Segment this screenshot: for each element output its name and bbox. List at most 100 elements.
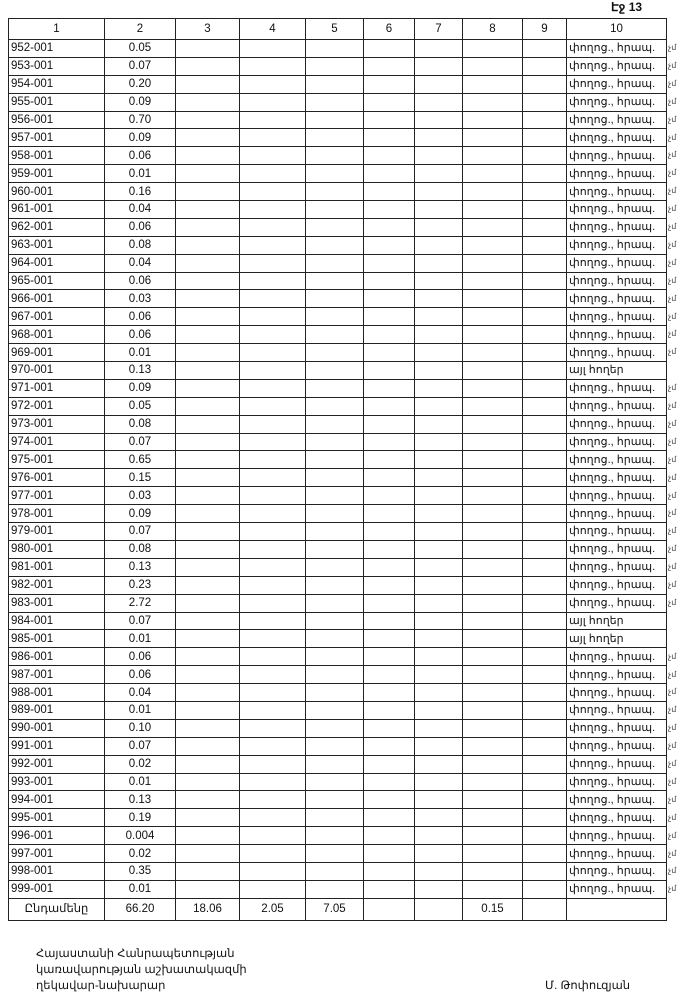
empty-cell <box>363 378 415 398</box>
empty-cell <box>462 611 523 631</box>
land-type: փողոց., հրապ. <box>566 826 667 846</box>
empty-cell <box>305 182 364 202</box>
area-value: 0.06 <box>104 665 176 685</box>
empty-cell <box>522 235 567 255</box>
empty-cell <box>175 56 240 76</box>
empty-cell <box>522 683 567 702</box>
empty-cell <box>363 790 415 810</box>
margin-mark: չմ <box>668 776 677 786</box>
empty-cell <box>175 647 240 667</box>
area-value: 0.04 <box>104 683 176 702</box>
empty-cell <box>305 772 364 792</box>
empty-cell <box>305 683 364 702</box>
area-value: 0.01 <box>104 164 176 184</box>
column-header: 8 <box>462 18 523 40</box>
empty-cell <box>522 450 567 470</box>
empty-cell <box>305 736 364 756</box>
empty-cell <box>414 74 463 94</box>
margin-mark: չմ <box>668 436 677 446</box>
empty-cell <box>522 253 567 273</box>
margin-mark: չմ <box>668 669 677 679</box>
area-value: 0.02 <box>104 844 176 863</box>
empty-cell <box>462 861 523 881</box>
parcel-code: 971-001 <box>8 378 105 398</box>
empty-cell <box>462 844 523 863</box>
empty-cell <box>305 754 364 774</box>
column-header: 6 <box>363 18 415 40</box>
area-value: 0.04 <box>104 253 176 273</box>
area-value: 0.13 <box>104 361 176 380</box>
empty-cell <box>462 718 523 738</box>
empty-cell <box>462 235 523 255</box>
parcel-code: 973-001 <box>8 414 105 434</box>
empty-cell <box>462 146 523 166</box>
empty-cell <box>414 486 463 506</box>
margin-mark: չմ <box>668 311 677 321</box>
empty-cell <box>175 235 240 255</box>
empty-cell <box>305 378 364 398</box>
empty-cell <box>462 200 523 219</box>
land-type: այլ հողեր <box>566 611 667 631</box>
total-value <box>522 897 567 921</box>
empty-cell <box>414 92 463 112</box>
empty-cell <box>414 378 463 398</box>
empty-cell <box>462 557 523 577</box>
margin-mark: չմ <box>668 293 677 303</box>
empty-cell <box>175 700 240 720</box>
empty-cell <box>175 200 240 219</box>
table-row: 952-001 0.05 փողոց., հրապ. <box>8 39 667 58</box>
empty-cell <box>175 504 240 524</box>
parcel-code: 953-001 <box>8 56 105 76</box>
empty-cell <box>175 110 240 130</box>
empty-cell <box>239 146 306 166</box>
empty-cell <box>462 289 523 309</box>
empty-cell <box>363 325 415 345</box>
land-type: փողոց., հրապ. <box>566 164 667 184</box>
empty-cell <box>363 629 415 649</box>
empty-cell <box>239 647 306 667</box>
empty-cell <box>414 396 463 416</box>
empty-cell <box>414 182 463 202</box>
empty-cell <box>414 700 463 720</box>
empty-cell <box>175 361 240 380</box>
empty-cell <box>522 522 567 541</box>
empty-cell <box>363 56 415 76</box>
empty-cell <box>414 39 463 58</box>
area-value: 0.01 <box>104 772 176 792</box>
parcel-code: 990-001 <box>8 718 105 738</box>
empty-cell <box>239 468 306 488</box>
table-row: 954-001 0.20 փողոց., հրապ. <box>8 74 667 94</box>
totals-label: Ընդամենը <box>8 897 105 921</box>
empty-cell <box>239 414 306 434</box>
area-value: 0.04 <box>104 200 176 219</box>
parcel-code: 974-001 <box>8 432 105 452</box>
empty-cell <box>462 808 523 828</box>
empty-cell <box>363 39 415 58</box>
empty-cell <box>414 539 463 559</box>
margin-mark: չմ <box>668 687 677 697</box>
empty-cell <box>522 217 567 237</box>
empty-cell <box>363 772 415 792</box>
empty-cell <box>239 772 306 792</box>
empty-cell <box>462 253 523 273</box>
empty-cell <box>363 808 415 828</box>
empty-cell <box>522 39 567 58</box>
empty-cell <box>239 611 306 631</box>
empty-cell <box>175 164 240 184</box>
empty-cell <box>414 343 463 363</box>
margin-mark: չմ <box>668 884 677 894</box>
margin-mark: չմ <box>668 186 677 196</box>
table-row: 983-001 2.72 փողոց., հրապ. <box>8 593 667 613</box>
empty-cell <box>239 74 306 94</box>
empty-cell <box>462 450 523 470</box>
area-value: 0.15 <box>104 468 176 488</box>
empty-cell <box>522 718 567 738</box>
empty-cell <box>522 486 567 506</box>
empty-cell <box>175 736 240 756</box>
empty-cell <box>305 74 364 94</box>
empty-cell <box>175 522 240 541</box>
empty-cell <box>414 432 463 452</box>
empty-cell <box>239 790 306 810</box>
empty-cell <box>462 665 523 685</box>
margin-mark: չմ <box>668 562 677 572</box>
